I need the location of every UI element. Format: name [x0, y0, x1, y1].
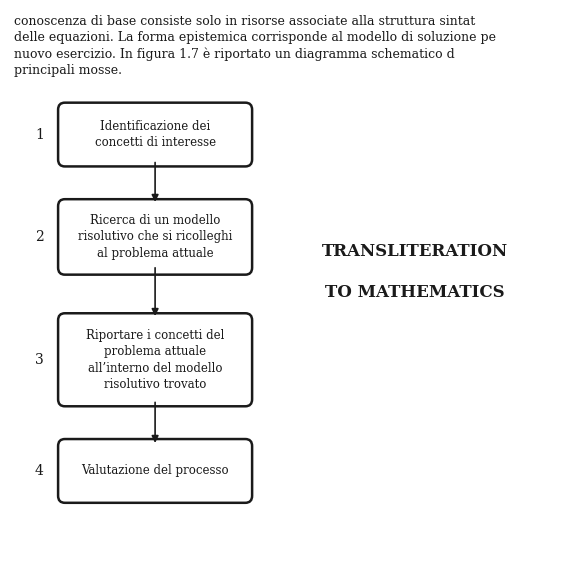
Text: TRANSLITERATION: TRANSLITERATION — [321, 243, 508, 260]
Text: delle equazioni. La forma epistemica corrisponde al modello di soluzione pe: delle equazioni. La forma epistemica cor… — [14, 31, 496, 44]
Text: 1: 1 — [35, 128, 44, 142]
Text: principali mosse.: principali mosse. — [14, 64, 122, 77]
Text: Ricerca di un modello
risolutivo che si ricolleghi
al problema attuale: Ricerca di un modello risolutivo che si … — [78, 214, 232, 260]
Text: 3: 3 — [35, 353, 44, 367]
Text: nuovo esercizio. In figura 1.7 è riportato un diagramma schematico d: nuovo esercizio. In figura 1.7 è riporta… — [14, 47, 455, 61]
Text: Identificazione dei
concetti di interesse: Identificazione dei concetti di interess… — [95, 120, 215, 149]
Text: conoscenza di base consiste solo in risorse associate alla struttura sintat: conoscenza di base consiste solo in riso… — [14, 15, 475, 27]
Text: TO MATHEMATICS: TO MATHEMATICS — [325, 284, 504, 301]
Text: 2: 2 — [35, 230, 44, 244]
FancyBboxPatch shape — [58, 439, 252, 503]
FancyBboxPatch shape — [58, 314, 252, 406]
Text: Valutazione del processo: Valutazione del processo — [81, 464, 229, 477]
Text: 4: 4 — [35, 464, 44, 478]
FancyBboxPatch shape — [58, 199, 252, 275]
FancyBboxPatch shape — [58, 103, 252, 166]
Text: Riportare i concetti del
problema attuale
all’interno del modello
risolutivo tro: Riportare i concetti del problema attual… — [86, 329, 224, 391]
